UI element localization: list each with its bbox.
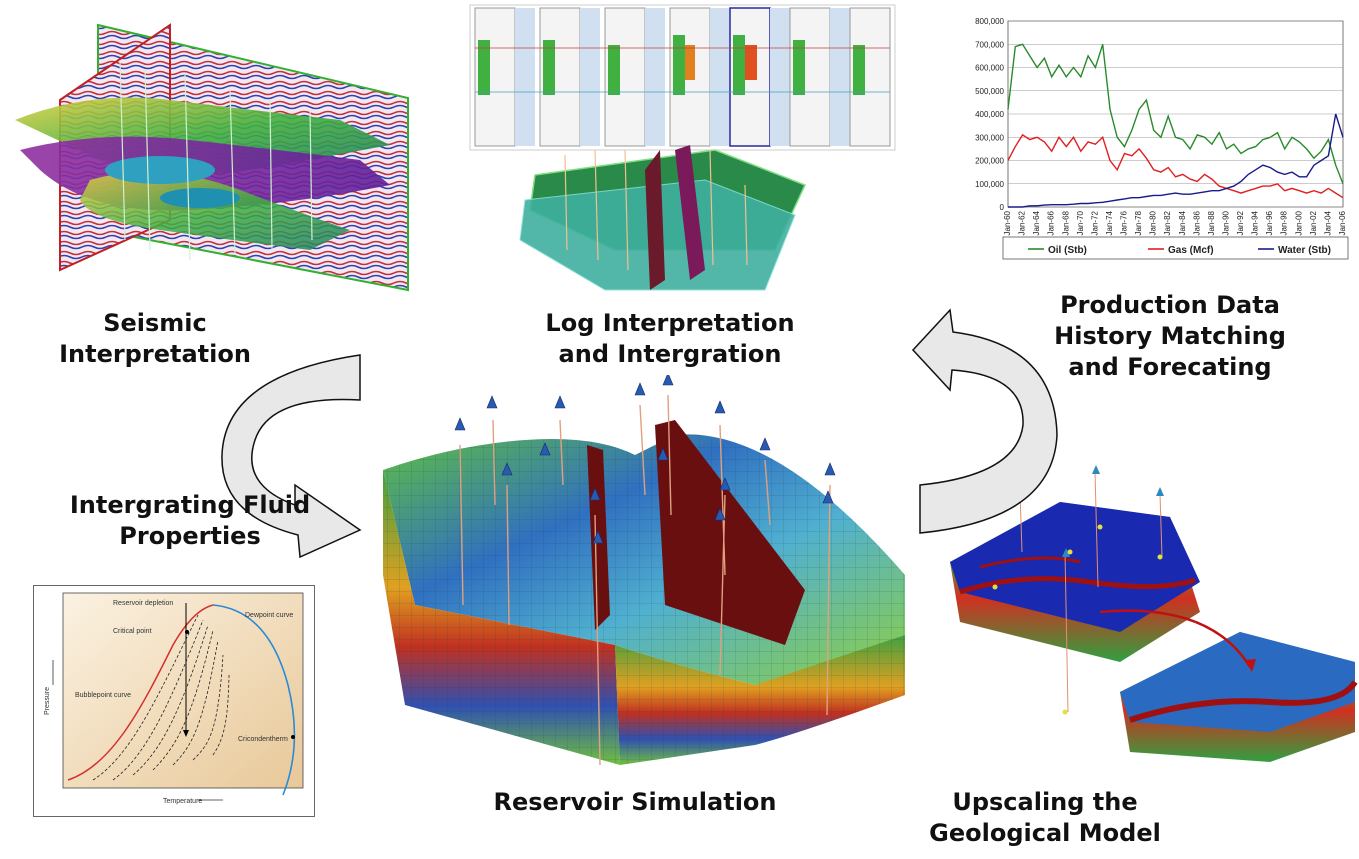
- x-tick-label: Jan-92: [1236, 210, 1245, 235]
- dewpoint-curve: [212, 604, 296, 796]
- label-line: Interpretation: [59, 340, 251, 368]
- legend: [1002, 236, 1349, 260]
- seismic-image: [10, 20, 410, 300]
- reservoir-simulation-model: [375, 375, 920, 775]
- label-reservoir-simulation: Reservoir Simulation: [470, 787, 800, 818]
- y-tick-label: 800,000: [975, 17, 1004, 26]
- bubblepoint-curve: [67, 604, 214, 781]
- label-line: Log Interpretation: [545, 309, 795, 337]
- x-tick-label: Jan-60: [1003, 210, 1012, 235]
- svg-text:Bubblepoint curve: Bubblepoint curve: [75, 692, 131, 699]
- svg-text:Dewpoint curve: Dewpoint curve: [245, 612, 293, 619]
- well-log-tracks: [474, 7, 891, 147]
- x-tick-label: Jan-88: [1207, 210, 1216, 235]
- label-line: and Intergration: [558, 340, 782, 368]
- svg-text:Pressure: Pressure: [44, 687, 51, 715]
- label-line: Production Data: [1060, 291, 1280, 319]
- y-tick-label: 600,000: [975, 64, 1004, 73]
- label-line: Seismic: [103, 309, 207, 337]
- label-upscaling: Upscaling the Geological Model: [905, 787, 1185, 849]
- label-seismic-interpretation: Seismic Interpretation: [40, 308, 270, 370]
- x-tick-label: Jan-80: [1149, 210, 1158, 235]
- x-tick-label: Jan-02: [1309, 210, 1318, 235]
- y-tick-label: 400,000: [975, 110, 1004, 119]
- x-tick-label: Jan-06: [1338, 210, 1347, 235]
- x-tick-label: Jan-68: [1061, 210, 1070, 235]
- phase-diagram: Reservoir depletion Critical point Dewpo…: [33, 585, 315, 817]
- log-interpretation-image: [465, 0, 900, 300]
- legend-label: Oil (Stb): [1048, 245, 1087, 256]
- x-tick-label: Jan-76: [1120, 210, 1129, 235]
- label-line: Properties: [119, 522, 261, 550]
- y-tick-label: 0: [1000, 203, 1005, 212]
- x-tick-label: Jan-86: [1192, 210, 1201, 235]
- label-line: Geological Model: [929, 819, 1161, 847]
- svg-text:Cricondentherm: Cricondentherm: [238, 736, 288, 743]
- svg-text:Reservoir depletion: Reservoir depletion: [113, 600, 173, 607]
- x-tick-label: Jan-98: [1280, 210, 1289, 235]
- x-tick-label: Jan-96: [1265, 210, 1274, 235]
- series-line: [1007, 43, 1344, 185]
- x-tick-label: Jan-82: [1163, 210, 1172, 235]
- cycle-arrow-right: [905, 305, 1065, 537]
- upscaling-model: [940, 462, 1359, 762]
- x-tick-label: Jan-70: [1076, 210, 1085, 235]
- y-tick-label: 300,000: [975, 133, 1004, 142]
- x-tick-label: Jan-84: [1178, 210, 1187, 235]
- legend-label: Gas (Mcf): [1168, 245, 1214, 256]
- label-line: Upscaling the: [952, 788, 1138, 816]
- cycle-arrow-left: [210, 345, 370, 560]
- label-log-interpretation: Log Interpretation and Intergration: [520, 308, 820, 370]
- y-tick-label: 200,000: [975, 157, 1004, 166]
- x-tick-label: Jan-00: [1294, 210, 1303, 235]
- x-tick-label: Jan-90: [1221, 210, 1230, 235]
- svg-text:Critical point: Critical point: [113, 628, 152, 635]
- y-tick-label: 100,000: [975, 180, 1004, 189]
- label-line: Intergrating Fluid: [69, 491, 311, 519]
- production-chart: 0 100,000 200,000 300,000 400,000 500,000 600,…: [960, 15, 1355, 275]
- svg-text:Temperature: Temperature: [163, 798, 202, 805]
- label-production-data: Production Data History Matching and For…: [1020, 290, 1320, 383]
- series-line: [1008, 113, 1344, 208]
- y-tick-label: 500,000: [975, 87, 1004, 96]
- label-line: Reservoir Simulation: [493, 788, 777, 816]
- series-line: [1007, 133, 1344, 199]
- label-line: History Matching: [1054, 322, 1286, 350]
- y-tick-label: 700,000: [975, 40, 1004, 49]
- x-tick-label: Jan-62: [1018, 210, 1027, 235]
- x-tick-label: Jan-74: [1105, 210, 1114, 235]
- label-line: and Forecating: [1068, 353, 1272, 381]
- legend-label: Water (Stb): [1278, 245, 1331, 256]
- x-tick-label: Jan-66: [1047, 210, 1056, 235]
- x-tick-label: Jan-78: [1134, 210, 1143, 235]
- label-fluid-properties: Intergrating Fluid Properties: [55, 490, 325, 552]
- x-tick-label: Jan-04: [1323, 210, 1332, 235]
- x-tick-label: Jan-72: [1090, 210, 1099, 235]
- x-tick-label: Jan-94: [1251, 210, 1260, 235]
- x-tick-label: Jan-64: [1032, 210, 1041, 235]
